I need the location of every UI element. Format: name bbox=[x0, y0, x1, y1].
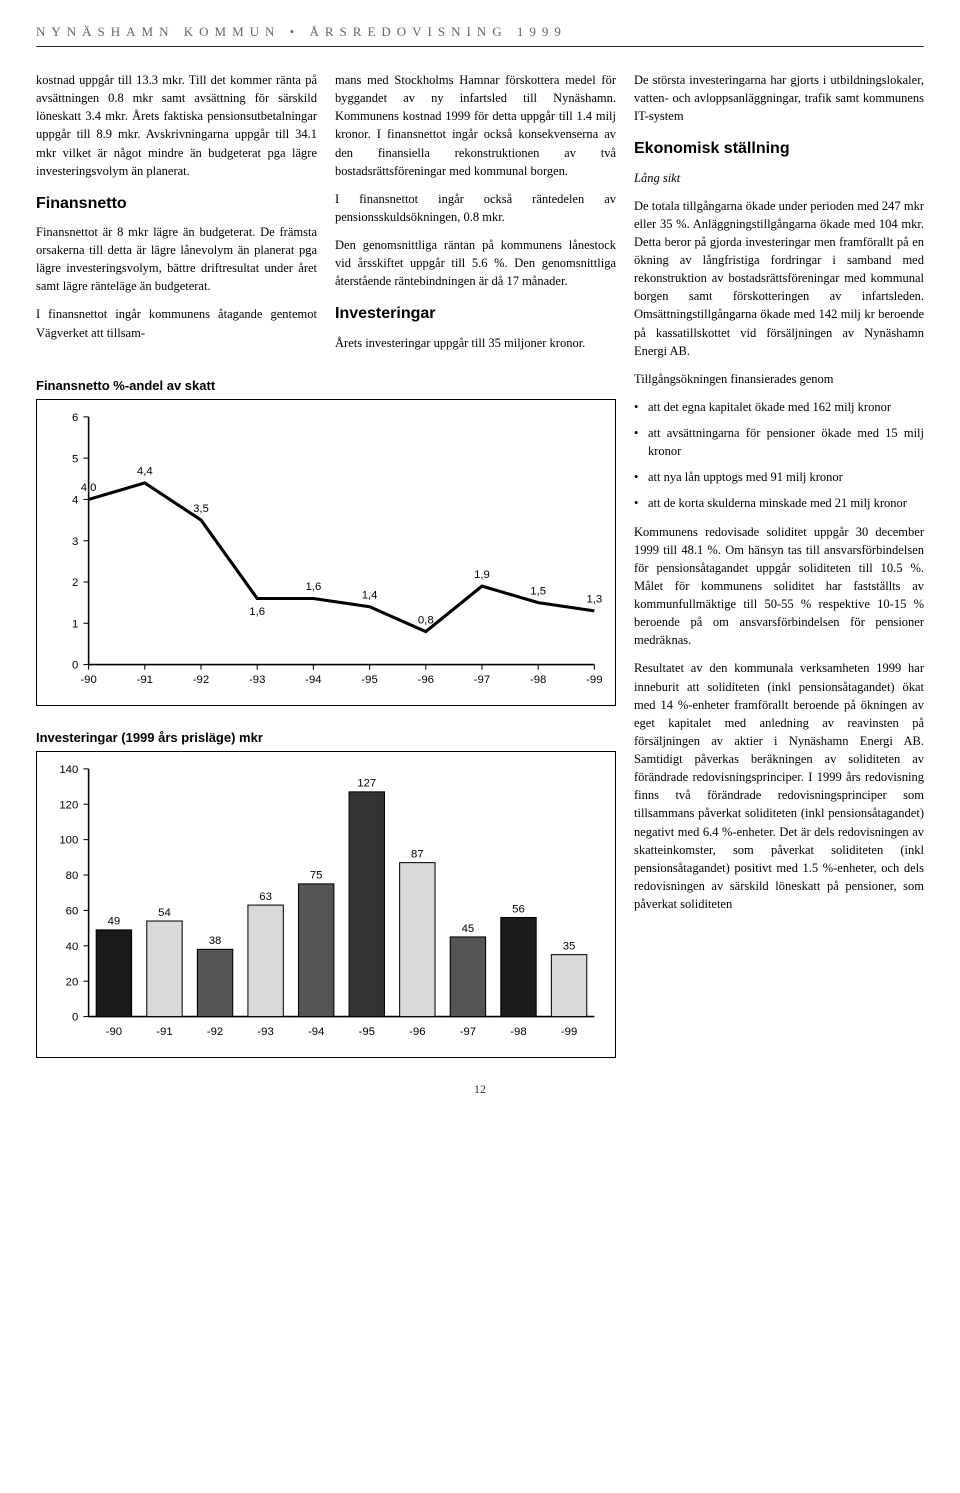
svg-text:1,3: 1,3 bbox=[586, 593, 602, 605]
svg-text:127: 127 bbox=[357, 777, 376, 789]
col2-p2: I finansnettot ingår också räntedelen av… bbox=[335, 190, 616, 226]
svg-text:75: 75 bbox=[310, 869, 323, 881]
svg-text:2: 2 bbox=[72, 577, 78, 589]
list-item: att de korta skulderna minskade med 21 m… bbox=[634, 494, 924, 512]
svg-text:60: 60 bbox=[66, 905, 79, 917]
subhead-langsikt: Lång sikt bbox=[634, 169, 924, 187]
bullet-list: att det egna kapitalet ökade med 162 mil… bbox=[634, 398, 924, 513]
heading-finansnetto: Finansnetto bbox=[36, 192, 317, 215]
page-columns: kostnad uppgår till 13.3 mkr. Till det k… bbox=[36, 71, 924, 1066]
svg-text:1,5: 1,5 bbox=[530, 585, 546, 597]
column-3: De största investeringarna har gjorts i … bbox=[634, 71, 924, 1066]
svg-text:-91: -91 bbox=[137, 674, 153, 686]
column-2: mans med Stockholms Hamnar förskottera m… bbox=[335, 71, 616, 362]
svg-text:87: 87 bbox=[411, 848, 424, 860]
svg-text:63: 63 bbox=[259, 891, 272, 903]
chart-investeringar: 0 20 40 60 80 100 120 140 -90 -91 -92 -93 -94 -95 -96 -… bbox=[36, 751, 616, 1058]
svg-text:-97: -97 bbox=[474, 674, 490, 686]
svg-text:-95: -95 bbox=[359, 1026, 375, 1038]
svg-text:1: 1 bbox=[72, 618, 78, 630]
svg-text:-95: -95 bbox=[361, 674, 377, 686]
col3-p5: Resultatet av den kommunala verksamheten… bbox=[634, 659, 924, 913]
svg-text:80: 80 bbox=[66, 870, 79, 882]
svg-text:0: 0 bbox=[72, 659, 78, 671]
svg-text:0: 0 bbox=[72, 1011, 78, 1023]
col2-p4: Årets investeringar uppgår till 35 miljo… bbox=[335, 334, 616, 352]
col2-p1: mans med Stockholms Hamnar förskottera m… bbox=[335, 71, 616, 180]
svg-text:-90: -90 bbox=[106, 1026, 122, 1038]
svg-text:6: 6 bbox=[72, 412, 78, 424]
svg-text:-99: -99 bbox=[586, 674, 602, 686]
svg-text:4,4: 4,4 bbox=[137, 465, 153, 477]
svg-text:-92: -92 bbox=[207, 1026, 223, 1038]
chart2-title: Investeringar (1999 års prisläge) mkr bbox=[36, 730, 616, 745]
svg-text:40: 40 bbox=[66, 941, 79, 953]
svg-text:-93: -93 bbox=[257, 1026, 273, 1038]
svg-text:-94: -94 bbox=[308, 1026, 324, 1038]
svg-text:-96: -96 bbox=[418, 674, 434, 686]
svg-text:3,5: 3,5 bbox=[193, 502, 209, 514]
heading-investeringar: Investeringar bbox=[335, 302, 616, 325]
svg-text:4,0: 4,0 bbox=[81, 482, 97, 494]
svg-text:-90: -90 bbox=[80, 674, 96, 686]
svg-text:1,6: 1,6 bbox=[249, 606, 265, 618]
svg-text:38: 38 bbox=[209, 935, 222, 947]
svg-text:100: 100 bbox=[59, 834, 78, 846]
svg-text:-99: -99 bbox=[561, 1026, 577, 1038]
svg-text:54: 54 bbox=[158, 907, 171, 919]
svg-text:5: 5 bbox=[72, 453, 78, 465]
svg-text:-94: -94 bbox=[305, 674, 321, 686]
svg-text:120: 120 bbox=[59, 799, 78, 811]
list-item: att avsättningarna för pensioner ökade m… bbox=[634, 424, 924, 460]
svg-text:20: 20 bbox=[66, 976, 79, 988]
col3-p1: De största investeringarna har gjorts i … bbox=[634, 71, 924, 125]
svg-text:-91: -91 bbox=[156, 1026, 172, 1038]
svg-text:4: 4 bbox=[72, 494, 78, 506]
svg-text:45: 45 bbox=[462, 922, 475, 934]
col3-p2: De totala tillgångarna ökade under perio… bbox=[634, 197, 924, 360]
col3-p4: Kommunens redovisade soliditet uppgår 30… bbox=[634, 523, 924, 650]
svg-text:-98: -98 bbox=[510, 1026, 526, 1038]
column-1: kostnad uppgår till 13.3 mkr. Till det k… bbox=[36, 71, 317, 362]
page-number: 12 bbox=[36, 1082, 924, 1097]
svg-text:1,9: 1,9 bbox=[474, 569, 490, 581]
svg-text:-98: -98 bbox=[530, 674, 546, 686]
svg-text:35: 35 bbox=[563, 940, 576, 952]
col1-p2: Finansnettot är 8 mkr lägre än budgetera… bbox=[36, 223, 317, 296]
col1-p1: kostnad uppgår till 13.3 mkr. Till det k… bbox=[36, 71, 317, 180]
heading-ekonomisk: Ekonomisk ställning bbox=[634, 137, 924, 160]
col3-p3: Tillgångsökningen finansierades genom bbox=[634, 370, 924, 388]
svg-text:49: 49 bbox=[108, 915, 121, 927]
col1-p3: I finansnettot ingår kommunens åtagande … bbox=[36, 305, 317, 341]
svg-text:1,4: 1,4 bbox=[362, 589, 378, 601]
svg-text:0,8: 0,8 bbox=[418, 614, 434, 626]
svg-text:-96: -96 bbox=[409, 1026, 425, 1038]
svg-text:140: 140 bbox=[59, 764, 78, 776]
list-item: att det egna kapitalet ökade med 162 mil… bbox=[634, 398, 924, 416]
svg-text:-97: -97 bbox=[460, 1026, 476, 1038]
left-block: kostnad uppgår till 13.3 mkr. Till det k… bbox=[36, 71, 616, 1066]
svg-text:-93: -93 bbox=[249, 674, 265, 686]
chart-finansnetto: 0 1 2 3 4 5 6 -90 -91 -92 -93 -94 -95 -96 -97 -98 -99 4,0… bbox=[36, 399, 616, 706]
chart1-title: Finansnetto %-andel av skatt bbox=[36, 378, 616, 393]
svg-text:1,6: 1,6 bbox=[305, 581, 321, 593]
col2-p3: Den genomsnittliga räntan på kommunens l… bbox=[335, 236, 616, 290]
svg-text:56: 56 bbox=[512, 903, 525, 915]
list-item: att nya lån upptogs med 91 milj kronor bbox=[634, 468, 924, 486]
svg-text:3: 3 bbox=[72, 536, 78, 548]
page-header: NYNÄSHAMN KOMMUN • ÅRSREDOVISNING 1999 bbox=[36, 24, 924, 47]
svg-text:-92: -92 bbox=[193, 674, 209, 686]
